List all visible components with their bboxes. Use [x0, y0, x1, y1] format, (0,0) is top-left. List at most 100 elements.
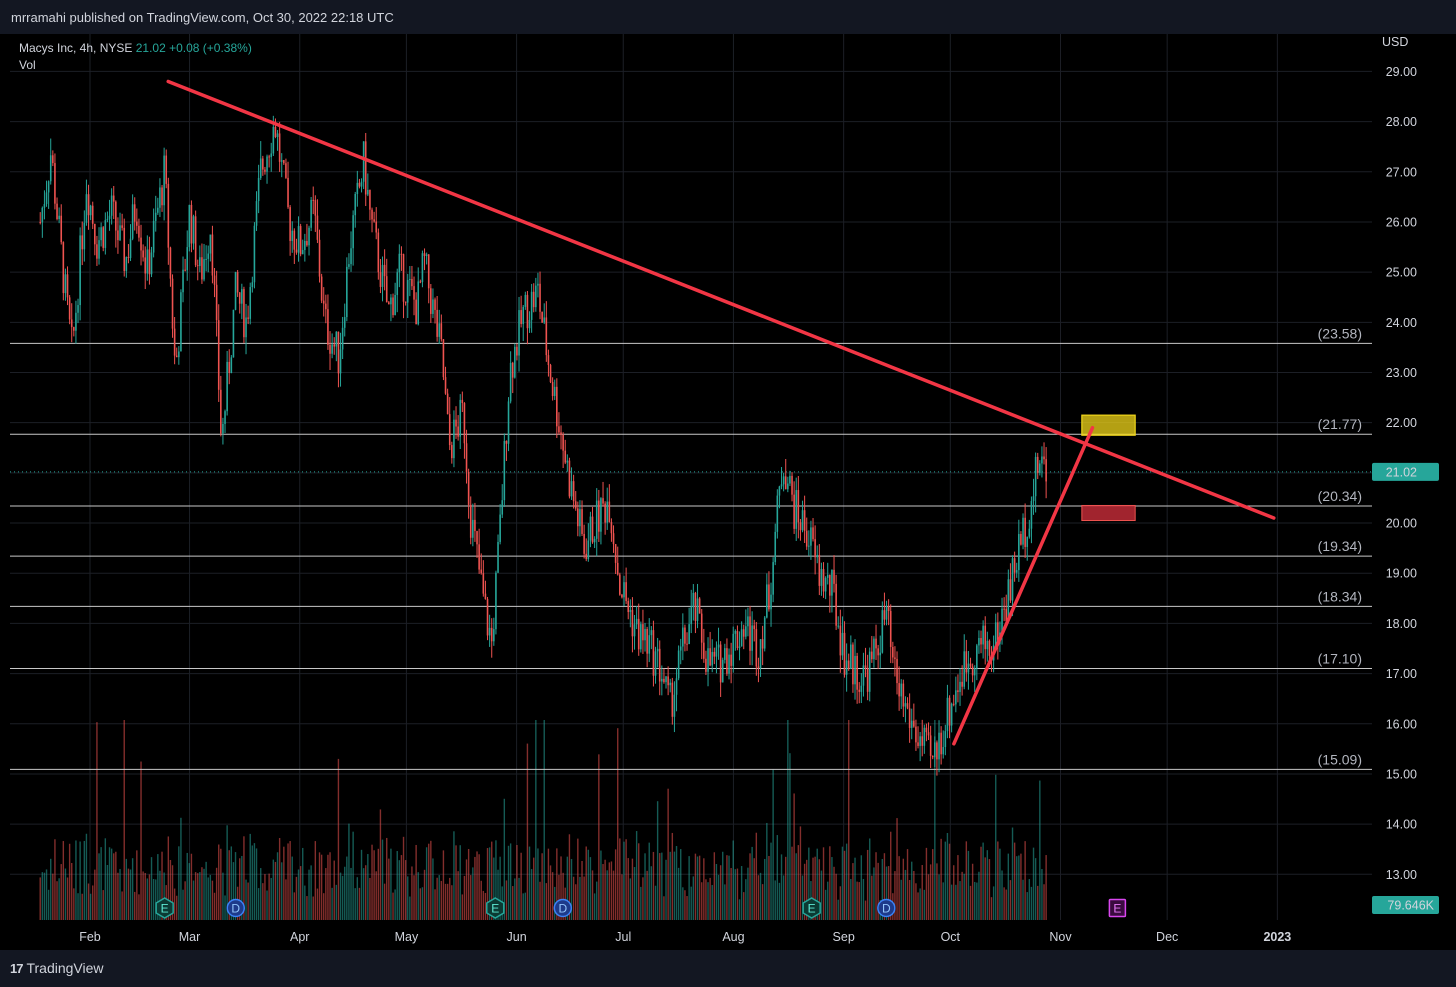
volume-bar: [402, 836, 405, 920]
candle-body: [52, 155, 54, 164]
candle-body: [488, 627, 491, 636]
volume-bar: [335, 884, 338, 920]
earnings-marker[interactable]: E: [155, 897, 174, 919]
candle-body: [178, 351, 180, 358]
dividend-marker[interactable]: D: [553, 898, 573, 918]
candle-body: [688, 624, 690, 645]
volume-bar: [392, 892, 394, 920]
volume-bar: [146, 878, 149, 920]
candle-body: [682, 627, 684, 647]
volume-bar: [398, 860, 401, 920]
volume-bar: [671, 832, 674, 920]
earnings-marker[interactable]: E: [1108, 898, 1127, 918]
candle-body: [524, 294, 527, 307]
volume-bar: [110, 848, 113, 920]
volume-bar: [260, 868, 262, 920]
volume-bar: [505, 880, 508, 920]
volume-bar: [885, 866, 888, 920]
candle-body: [558, 426, 560, 433]
candle-body: [910, 720, 913, 728]
candle-body: [759, 639, 762, 669]
time-axis[interactable]: Feb Mar Apr May Jun Jul Aug Sep Oct Nov Dec 2023: [79, 930, 1291, 944]
time-tick-label: Feb: [79, 930, 101, 944]
price-axis[interactable]: 29.00 28.00 27.00 26.00 25.00 24.00 23.00 22.00…: [1372, 35, 1439, 914]
candle-body: [213, 275, 216, 285]
candle-body: [196, 265, 199, 267]
volume-bar: [192, 880, 195, 920]
candle-body: [232, 309, 235, 358]
volume-bar: [390, 848, 392, 920]
candle-body: [444, 377, 447, 394]
trendlines[interactable]: [166, 79, 1276, 746]
candle-body: [131, 204, 134, 239]
volume-bar: [675, 846, 678, 920]
price-chart[interactable]: (23.58) (21.77) (20.34) (19.34) (18.34) (17.1…: [0, 0, 1456, 950]
candle-body: [887, 606, 890, 612]
volume-bar: [845, 843, 848, 920]
tradingview-logo[interactable]: 17 TradingView: [10, 960, 104, 976]
candle-body: [564, 450, 567, 463]
candle-body: [787, 483, 789, 490]
candle-body: [837, 625, 840, 627]
price-tick-label: 17.00: [1386, 667, 1417, 681]
candle-body: [621, 594, 623, 598]
volume-bar: [717, 874, 720, 920]
volume-bar: [205, 861, 207, 920]
candle-body: [385, 276, 388, 303]
earnings-marker[interactable]: E: [486, 897, 505, 919]
candle-body: [121, 225, 123, 228]
volume-bar: [358, 887, 361, 920]
volume-bar: [377, 848, 380, 920]
volume-bar: [1030, 886, 1033, 920]
volume-bar: [1039, 780, 1041, 920]
volume-bar: [932, 849, 934, 920]
volume-bar: [463, 875, 466, 920]
candle-body: [862, 665, 865, 686]
candle-body: [959, 681, 961, 693]
volume-bar: [486, 848, 489, 920]
candle-body: [535, 285, 537, 308]
volume-bar: [992, 886, 995, 920]
volume-bar: [344, 866, 346, 920]
candle-body: [633, 624, 636, 637]
volume-bar: [89, 893, 92, 920]
dividend-marker[interactable]: D: [226, 898, 246, 918]
volume-bar: [333, 860, 335, 920]
volume-bar: [66, 877, 69, 920]
candle-body: [892, 646, 894, 658]
candle-body: [379, 272, 382, 287]
candle-body: [434, 299, 436, 310]
candle-body: [946, 697, 949, 732]
candle-body: [997, 622, 999, 644]
candle-body: [942, 747, 945, 755]
volume-bar: [587, 849, 590, 920]
candle-body: [362, 141, 365, 182]
volume-bar: [417, 872, 419, 920]
candle-body: [797, 490, 800, 523]
candle-body: [938, 732, 940, 760]
candle-body: [161, 187, 163, 206]
volume-bar: [1026, 892, 1028, 920]
volume-bar: [990, 897, 993, 920]
volume-bar: [957, 855, 959, 920]
earnings-marker-shape: [486, 897, 505, 919]
candle-body: [83, 222, 86, 250]
candle-body: [507, 401, 510, 444]
candle-body: [671, 682, 674, 717]
volume-bar: [738, 899, 741, 920]
volume-bar: [134, 891, 136, 920]
volume-bar: [136, 850, 138, 920]
dividend-marker[interactable]: D: [877, 898, 896, 918]
volume-bar: [218, 844, 220, 920]
volume-bar: [772, 769, 774, 920]
volume-bar: [600, 850, 602, 920]
candle-body: [858, 689, 861, 692]
volume-bar: [749, 853, 751, 920]
volume-bar: [1005, 889, 1007, 920]
earnings-marker[interactable]: E: [802, 897, 821, 919]
volume-bar: [883, 853, 886, 920]
price-tick-label: 13.00: [1386, 868, 1417, 882]
volume-bar: [465, 859, 468, 920]
volume-bar: [150, 857, 153, 920]
